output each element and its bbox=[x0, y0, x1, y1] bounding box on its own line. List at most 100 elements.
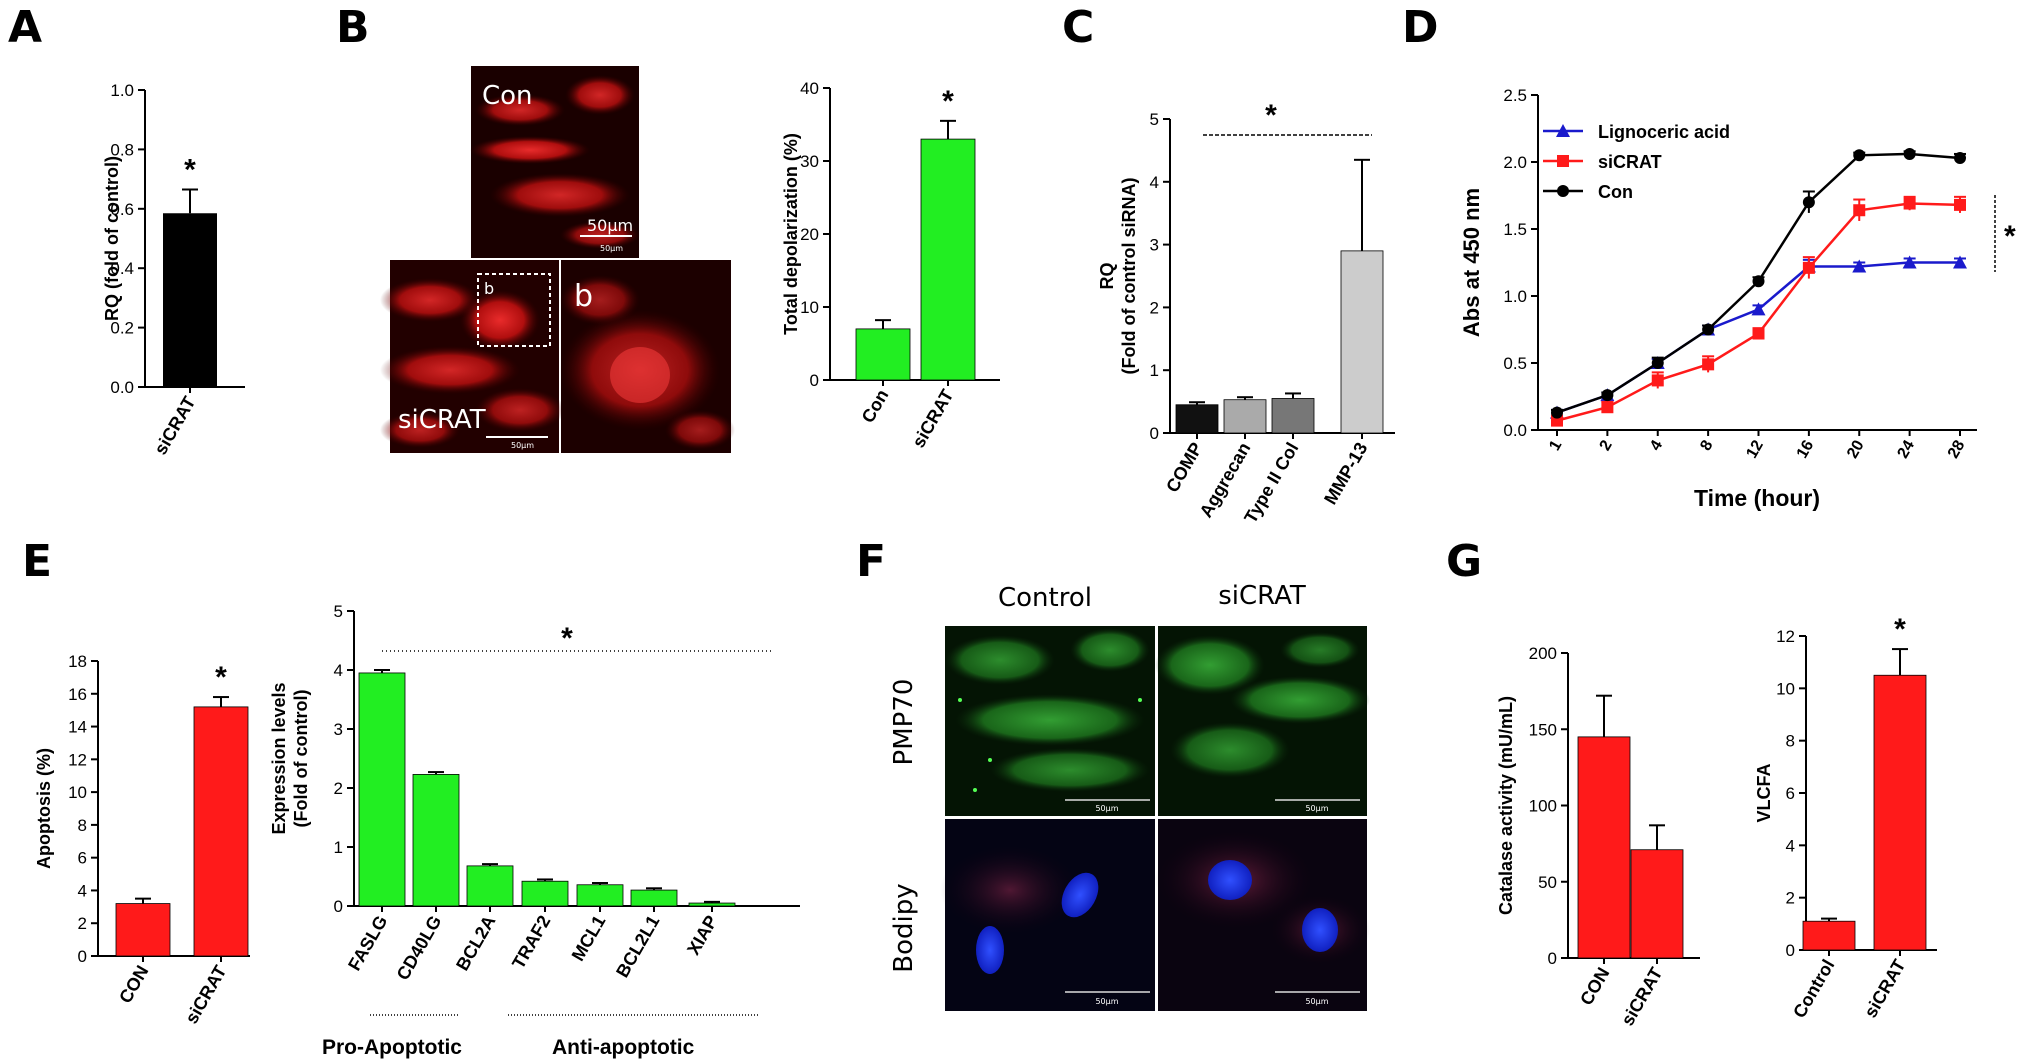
legend-marker bbox=[1557, 155, 1569, 167]
scale-bar-label: 50µm bbox=[587, 216, 633, 235]
x-tick-label: Con bbox=[858, 386, 893, 426]
y-tick-label: 14 bbox=[68, 718, 87, 737]
data-point bbox=[1852, 259, 1867, 273]
y-tick-label: 0 bbox=[1786, 941, 1795, 960]
col-header-sicrat: siCRAT bbox=[1218, 581, 1306, 611]
chart-b-depolarization: 0 10 20 30 40 Total depolarization (%) Con siCR… bbox=[781, 79, 1000, 451]
pro-apoptotic-label: Pro-Apoptotic bbox=[322, 1036, 462, 1059]
bar bbox=[115, 903, 171, 957]
y-tick-label: 200 bbox=[1529, 644, 1557, 663]
chart-g-catalase: 0 50 100 150 200 Catalase activity (mU/mL) CON… bbox=[1496, 644, 1700, 1029]
significance-star: * bbox=[184, 153, 196, 186]
inset-box-label: b bbox=[484, 279, 494, 298]
y-tick-label: 8 bbox=[1786, 732, 1795, 751]
y-axis-label-line2: (Fold of control) bbox=[291, 690, 311, 828]
data-point bbox=[1752, 275, 1765, 288]
y-tick-label: 2.5 bbox=[1503, 86, 1527, 105]
bar bbox=[193, 706, 249, 957]
data-point bbox=[1954, 151, 1966, 164]
bar bbox=[855, 328, 911, 381]
data-point bbox=[1601, 401, 1614, 414]
scale-bar-label-small: 50μm bbox=[1305, 804, 1328, 813]
y-tick-label: 20 bbox=[800, 225, 819, 244]
y-tick-label: 0.4 bbox=[110, 259, 134, 278]
panel-letter-e: E bbox=[22, 536, 52, 587]
bar bbox=[1175, 404, 1219, 434]
significance-star: * bbox=[2004, 220, 2016, 253]
y-tick-label: 2 bbox=[334, 779, 343, 798]
x-tick-label: MCL1 bbox=[568, 912, 610, 964]
zoom-label: b bbox=[574, 279, 593, 314]
chart-e-expression-levels: 0 1 2 3 4 5 Expression levels (Fold of control)… bbox=[269, 602, 800, 984]
y-tick-label: 2.0 bbox=[1503, 153, 1527, 172]
x-tick-label: 16 bbox=[1794, 437, 1818, 461]
y-tick-label: 2 bbox=[1150, 298, 1159, 317]
y-axis-label: RQ (fold of control) bbox=[102, 156, 122, 321]
micrograph-b-con: Con 50µm 50μm bbox=[470, 66, 640, 258]
bar bbox=[688, 902, 736, 907]
x-tick-label: TRAF2 bbox=[508, 912, 554, 972]
y-tick-label: 5 bbox=[1150, 110, 1159, 129]
significance-star: * bbox=[942, 85, 954, 118]
data-point bbox=[1802, 196, 1815, 209]
chart-e-apoptosis: 0 2 4 6 8 10 12 14 16 18 Apoptosis (%) CON siCRAT * bbox=[34, 652, 250, 1027]
y-tick-label: 1.0 bbox=[110, 81, 134, 100]
bar bbox=[163, 213, 217, 387]
significance-star: * bbox=[1265, 99, 1277, 132]
panel-letter-a: A bbox=[8, 2, 42, 53]
y-tick-label: 50 bbox=[1538, 873, 1557, 892]
chart-g-vlcfa: 0 2 4 6 8 10 12 VLCFA Control siCRAT * bbox=[1754, 613, 1937, 1021]
y-tick-label: 0 bbox=[1150, 424, 1159, 443]
x-tick-label: 28 bbox=[1945, 437, 1969, 461]
micrograph-con-label: Con bbox=[482, 81, 533, 111]
data-point bbox=[1601, 389, 1614, 402]
panel-letter-g: G bbox=[1446, 536, 1482, 587]
y-tick-label: 1 bbox=[334, 838, 343, 857]
data-point bbox=[1903, 197, 1916, 210]
micrograph-b-sicrat: b siCRAT 50μm bbox=[380, 260, 565, 453]
x-tick-label: siCRAT bbox=[150, 393, 199, 458]
scale-bar-label-small: 50μm bbox=[600, 244, 623, 253]
x-tick-label: Control bbox=[1789, 956, 1838, 1021]
data-point bbox=[1802, 261, 1815, 274]
x-tick-label: siCRAT bbox=[1860, 956, 1909, 1021]
y-axis-label: Expression levels (Fold of control) bbox=[269, 682, 311, 834]
y-tick-label: 3 bbox=[334, 720, 343, 739]
scale-bar-label-small: 50μm bbox=[1305, 997, 1328, 1006]
data-point bbox=[1702, 358, 1715, 371]
y-tick-label: 0.0 bbox=[1503, 421, 1527, 440]
bar bbox=[630, 889, 678, 907]
y-tick-label: 6 bbox=[1786, 784, 1795, 803]
scale-bar-label-small: 50μm bbox=[511, 441, 534, 450]
bar bbox=[1630, 849, 1684, 959]
bar bbox=[1223, 399, 1267, 434]
x-tick-label: BCL2L1 bbox=[612, 912, 663, 981]
bar bbox=[920, 138, 976, 381]
significance-star: * bbox=[1894, 613, 1906, 646]
x-tick-label: 1 bbox=[1546, 437, 1565, 453]
legend-label: siCRAT bbox=[1598, 152, 1662, 172]
y-axis-label: Total depolarization (%) bbox=[781, 133, 801, 335]
y-tick-label: 12 bbox=[68, 750, 87, 769]
y-axis-label-line1: Expression levels bbox=[269, 682, 289, 834]
bar bbox=[1340, 250, 1384, 434]
row-header-pmp70: PMP70 bbox=[889, 679, 919, 766]
y-tick-label: 2 bbox=[78, 914, 87, 933]
legend-marker bbox=[1557, 185, 1569, 197]
data-point bbox=[1752, 327, 1765, 340]
data-point bbox=[1853, 149, 1866, 162]
y-tick-label: 1 bbox=[1150, 361, 1159, 380]
y-tick-label: 2 bbox=[1786, 889, 1795, 908]
x-tick-label: CD40LG bbox=[393, 912, 446, 984]
y-tick-label: 0 bbox=[810, 371, 819, 390]
y-tick-label: 0.8 bbox=[110, 140, 134, 159]
significance-star: * bbox=[215, 661, 227, 694]
data-point bbox=[1702, 323, 1715, 336]
y-tick-label: 1.0 bbox=[1503, 287, 1527, 306]
bar bbox=[1271, 398, 1315, 434]
y-tick-label: 10 bbox=[800, 298, 819, 317]
y-tick-label: 5 bbox=[334, 602, 343, 621]
x-tick-label: 2 bbox=[1597, 437, 1616, 453]
x-tick-label: siCRAT bbox=[181, 962, 230, 1027]
